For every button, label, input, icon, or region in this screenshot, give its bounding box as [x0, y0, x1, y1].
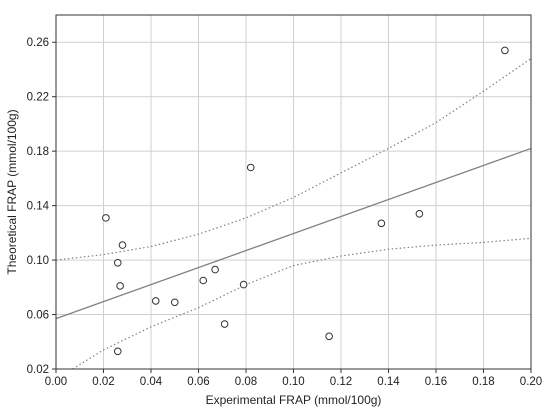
axis-ticks	[52, 41, 532, 373]
y-axis-title: Theoretical FRAP (mmol/100g)	[5, 109, 19, 274]
data-point	[102, 214, 110, 222]
data-point	[325, 332, 333, 341]
x-tick-label: 0.08	[235, 376, 257, 388]
data-point	[211, 265, 219, 274]
x-tick-label: 0.16	[425, 376, 447, 388]
grid	[55, 15, 532, 370]
y-tick-label: 0.10	[27, 255, 49, 267]
y-tick-label: 0.06	[27, 310, 49, 322]
fit-line	[55, 147, 532, 320]
y-tick-label: 0.14	[27, 201, 50, 213]
data-point	[220, 320, 229, 328]
x-tick-label: 0.20	[520, 376, 542, 388]
data-point	[246, 163, 255, 172]
y-tick-labels: 0.02 0.06 0.10 0.14 0.18 0.22 0.26	[27, 37, 50, 376]
x-tick-label: 0.06	[187, 376, 209, 388]
confidence-band	[55, 58, 532, 370]
data-point	[151, 297, 160, 305]
x-tick-label: 0.02	[92, 376, 114, 388]
data-point	[501, 46, 509, 55]
data-point	[113, 259, 122, 267]
x-tick-label: 0.00	[45, 376, 67, 388]
y-tick-label: 0.22	[27, 92, 49, 104]
data-point	[199, 276, 208, 285]
y-tick-label: 0.02	[27, 364, 49, 376]
confidence-lower-curve	[72, 237, 532, 370]
x-tick-label: 0.14	[377, 376, 400, 388]
y-tick-label: 0.26	[27, 37, 49, 49]
x-tick-label: 0.04	[140, 376, 163, 388]
data-point	[415, 209, 424, 218]
data-point	[116, 282, 124, 290]
data-point	[170, 298, 179, 307]
data-point	[113, 347, 122, 356]
x-tick-label: 0.10	[282, 376, 304, 388]
data-point	[377, 219, 386, 228]
data-point	[118, 241, 127, 249]
regression-line	[55, 147, 532, 320]
y-tick-label: 0.18	[27, 146, 49, 158]
x-tick-labels: 0.00 0.02 0.04 0.06 0.08 0.10 0.12 0.14 0.16 0.18…	[45, 376, 542, 388]
data-point	[239, 280, 248, 289]
x-tick-label: 0.18	[472, 376, 494, 388]
x-tick-label: 0.12	[330, 376, 352, 388]
data-points	[102, 46, 509, 356]
x-axis-title: Experimental FRAP (mmol/100g)	[206, 393, 382, 407]
